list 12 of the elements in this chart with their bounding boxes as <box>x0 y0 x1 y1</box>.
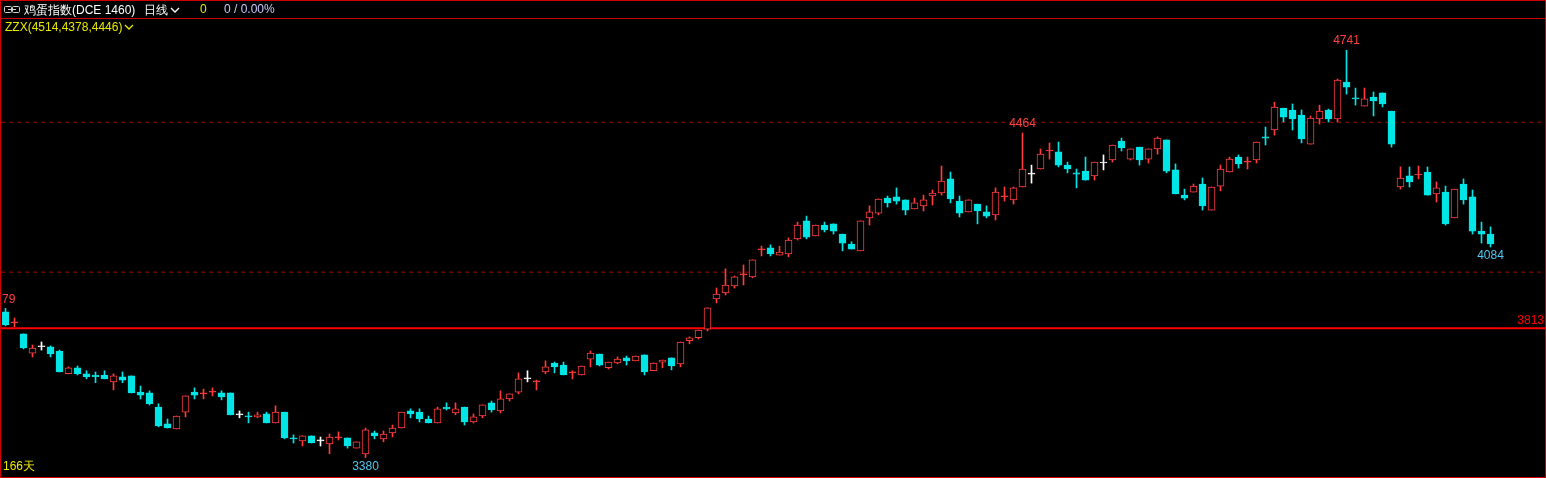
annotation: 4741 <box>1333 33 1361 48</box>
text: 日线 <box>144 2 169 19</box>
ref-line-label: 3813 <box>1517 312 1545 327</box>
chart-title: 鸡蛋指数(DCE 1460) <box>24 2 136 19</box>
annotation: 3380 <box>352 459 380 474</box>
annotation: 4464 <box>1009 116 1037 131</box>
annotation: 79 <box>2 291 16 306</box>
text: 166天 <box>3 458 36 475</box>
text: ZZX(4514,4378,4446) <box>5 20 124 34</box>
text: 0 / 0.00% <box>224 2 275 16</box>
text: 0 <box>200 2 207 16</box>
annotation: 4084 <box>1477 248 1505 263</box>
